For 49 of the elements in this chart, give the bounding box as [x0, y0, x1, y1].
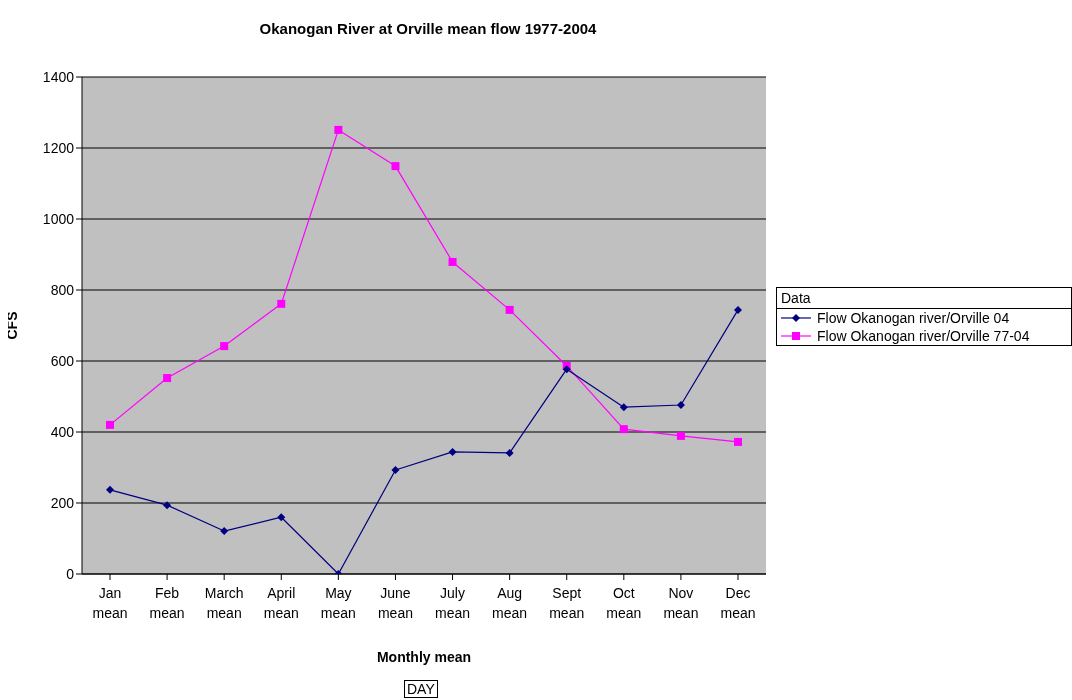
x-tick-label: Dec mean — [720, 585, 756, 621]
x-tick-label: Sept mean — [549, 585, 585, 621]
point — [163, 501, 172, 510]
x-tick-label: Feb mean — [149, 585, 185, 621]
y-tick-label: 200 — [50, 494, 75, 511]
point — [106, 420, 114, 429]
y-tick-label: 800 — [50, 281, 75, 298]
x-tick-label: July mean — [435, 585, 471, 621]
y-tick-label: 0 — [66, 565, 75, 582]
point — [505, 448, 514, 457]
text: DAY — [404, 680, 438, 698]
x-tick-label: March mean — [204, 585, 244, 621]
y-axis-title: CFS — [3, 311, 20, 340]
point — [391, 162, 400, 171]
point — [220, 342, 229, 351]
y-tick-label: 1400 — [42, 68, 75, 85]
point — [562, 365, 571, 374]
chart-title: Okanogan River at Orville mean flow 1977-2004 — [258, 20, 598, 37]
point — [676, 401, 685, 410]
point — [448, 257, 457, 266]
x-tick-label: Oct mean — [606, 585, 642, 621]
legend-label: Flow Okanogan river/Orville 04 — [817, 310, 1010, 326]
point — [220, 527, 229, 536]
point — [676, 431, 685, 440]
legend-title: Data — [777, 288, 1071, 309]
point — [448, 447, 457, 456]
point — [106, 485, 114, 494]
x-axis-title: Monthly mean — [376, 649, 472, 665]
point — [163, 374, 172, 383]
point — [505, 305, 514, 314]
x-tick-label: Nov mean — [663, 585, 699, 621]
x-tick-label: Aug mean — [492, 585, 528, 621]
x-tick-label: June mean — [377, 585, 413, 621]
legend-label: Flow Okanogan river/Orville 77-04 — [817, 328, 1030, 344]
point — [734, 437, 742, 446]
y-tick-label: 400 — [50, 423, 75, 440]
point — [277, 299, 286, 308]
point — [734, 305, 742, 314]
point — [619, 425, 628, 434]
point — [391, 465, 400, 474]
point — [619, 403, 628, 412]
x-tick-label: May mean — [320, 585, 356, 621]
y-tick-label: 1200 — [42, 139, 75, 156]
x-tick-label: April mean — [263, 585, 299, 621]
y-tick-label: 600 — [50, 352, 75, 369]
point — [334, 125, 343, 134]
y-tick-label: 1000 — [42, 210, 75, 227]
x-tick-label: Jan mean — [92, 585, 128, 621]
point — [277, 513, 286, 522]
